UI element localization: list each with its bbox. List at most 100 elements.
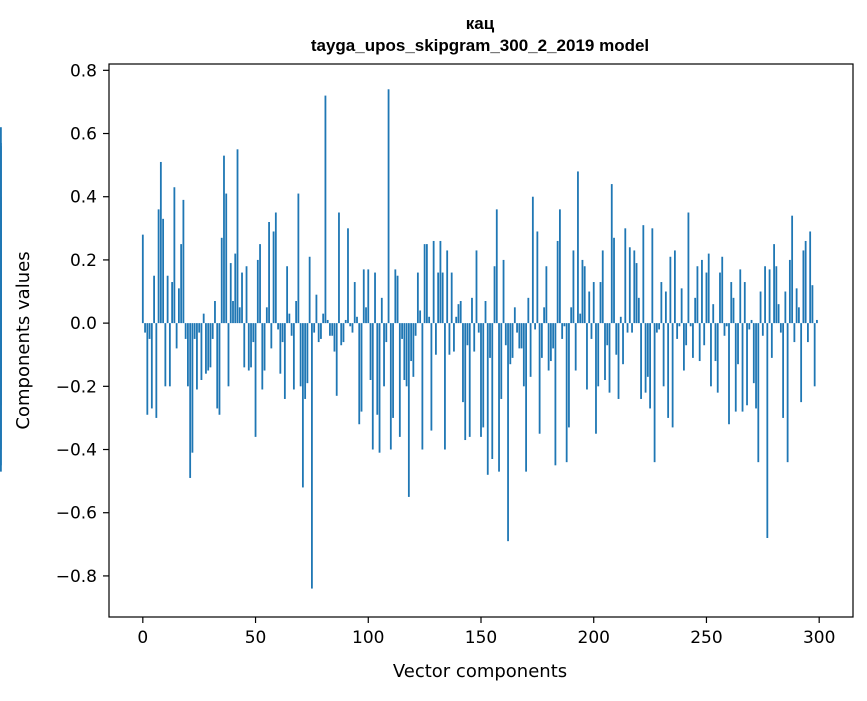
chart-title: кац [466,14,495,33]
bar [383,323,385,387]
plot-frame [108,63,854,618]
bar [491,323,494,459]
bar [401,323,403,339]
bar [180,244,183,324]
bar [416,272,419,324]
bar [392,323,394,418]
bar [462,323,464,403]
bar [311,323,313,589]
bar [495,209,498,324]
bar [374,272,376,324]
bar [586,323,588,390]
bar [725,323,728,327]
bar [549,323,552,362]
bar [389,323,392,450]
bar [619,316,622,324]
bar [712,304,715,324]
bar [766,323,769,538]
bar [396,275,399,324]
x-axis-ticks: 0 50 100 150 200 250 300 [137,617,835,648]
bar [207,323,210,371]
bar [678,323,681,327]
bar [335,323,338,396]
bar [329,323,331,336]
bar [146,323,149,415]
bar [644,323,647,393]
bar [380,297,383,324]
bar [527,297,530,324]
bar [660,282,663,324]
bar [680,288,683,324]
y-tick-label: −0.8 [56,567,97,587]
bar [613,237,615,324]
bar [689,323,692,327]
bar [308,256,311,324]
bar [698,323,701,362]
bar [369,323,372,380]
bar [187,323,189,387]
bar [403,323,406,380]
bar [333,323,336,352]
bar [295,301,298,324]
bar [398,323,401,437]
bar [356,316,358,324]
bar [342,323,345,343]
bar [683,323,685,371]
bar [750,319,753,324]
bar [144,323,146,333]
bar [241,272,243,324]
bar [457,304,460,324]
x-tick-label: 50 [245,628,267,648]
bar [687,212,690,324]
bar [238,307,241,324]
bar [703,323,706,346]
bar [168,323,171,387]
bar [281,323,284,343]
bar [536,231,539,324]
bar [475,250,478,324]
bar [313,323,316,333]
bar [477,323,480,333]
bar [797,307,800,324]
bar [516,323,518,333]
bar [673,250,676,324]
bar [545,266,548,324]
bar [719,272,721,324]
bar [466,323,469,346]
bar [0,323,2,472]
bar [531,196,534,324]
bar [155,323,158,418]
y-tick-label: 0.6 [70,125,97,145]
bar [595,323,597,434]
bar [288,313,291,324]
bar [177,288,180,324]
bar [473,323,476,352]
bar [498,323,500,472]
bar [793,323,796,343]
x-tick-label: 150 [465,628,497,648]
bar [610,184,613,324]
bar [209,323,212,368]
bar [159,161,162,324]
bar [775,266,778,324]
x-tick-label: 300 [803,628,835,648]
bar [807,323,809,343]
bar [349,323,352,327]
bar [802,250,805,324]
bar [513,307,516,324]
bar [292,323,295,390]
bar [572,250,575,324]
bar [504,323,507,346]
bar [784,291,787,324]
bar [637,297,640,324]
x-tick-label: 250 [690,628,722,648]
bar [218,323,221,415]
bar [813,323,816,387]
bar [0,203,2,324]
bar [274,212,277,324]
bar [606,323,609,346]
bar [367,269,370,324]
bar [732,297,735,324]
bar [694,297,697,324]
